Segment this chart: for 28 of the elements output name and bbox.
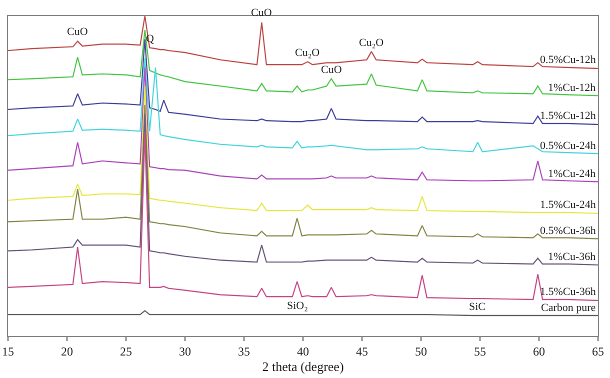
annotation: CuO xyxy=(67,26,88,38)
x-tick-label: 35 xyxy=(238,344,250,358)
annotation: SiC xyxy=(469,301,486,313)
annotation: Cu₂O xyxy=(295,47,320,59)
x-tick-label: 60 xyxy=(533,344,545,358)
x-tick-label: 20 xyxy=(61,344,73,358)
annotation: SiO₂ xyxy=(287,300,308,312)
series-label: 1%Cu-36h xyxy=(548,251,596,263)
x-tick-label: 30 xyxy=(179,344,191,358)
series-label: 1%Cu-24h xyxy=(548,168,596,180)
series-label: 0.5%Cu-36h xyxy=(540,225,596,237)
x-tick-label: 55 xyxy=(474,344,486,358)
x-tick-label: 45 xyxy=(356,344,368,358)
x-tick-label: 15 xyxy=(2,344,14,358)
x-tick-label: 65 xyxy=(592,344,604,358)
x-tick-label: 25 xyxy=(120,344,132,358)
series-label: Carbon pure xyxy=(541,302,596,314)
x-tick-label: 40 xyxy=(297,344,309,358)
series-label: 1.5%Cu-12h xyxy=(540,110,596,122)
series-label: 1%Cu-12h xyxy=(548,82,596,94)
series-label: 0.5%Cu-12h xyxy=(540,54,596,66)
x-axis-title: 2 theta (degree) xyxy=(262,359,344,374)
series-label: 1.5%Cu-24h xyxy=(540,199,596,211)
x-tick-label: 50 xyxy=(415,344,427,358)
annotation: CuO xyxy=(321,64,342,76)
series-label: 0.5%Cu-24h xyxy=(540,140,596,152)
annotation: CuO xyxy=(251,7,272,19)
annotation: Cu₂O xyxy=(359,37,384,49)
